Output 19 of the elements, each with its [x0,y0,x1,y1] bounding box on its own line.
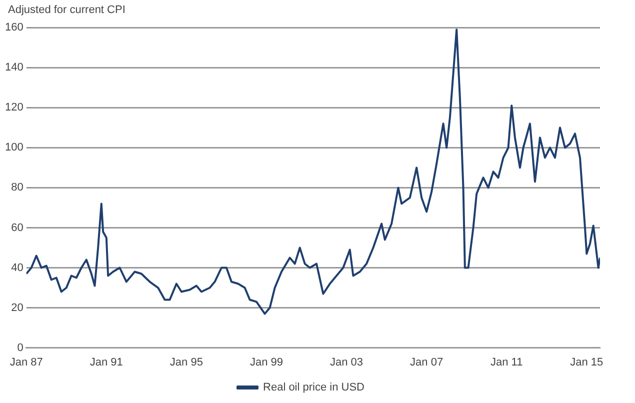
y-axis-title: Adjusted for current CPI [8,4,126,16]
y-tick-label: 40 [11,262,24,274]
x-tick-label: Jan 91 [90,356,123,368]
y-tick-label: 0 [17,342,24,354]
y-tick-label: 100 [4,142,24,154]
y-tick-label: 80 [11,182,24,194]
y-tick-label: 120 [4,102,24,114]
y-tick-label: 160 [4,22,24,34]
y-tick-label: 140 [4,62,24,74]
x-tick-label: Jan 07 [410,356,444,368]
x-tick-label: Jan 15 [570,356,604,368]
x-tick-label: Jan 87 [10,356,43,368]
x-tick-label: Jan 03 [330,356,364,368]
x-tick-label: Jan 95 [170,356,203,368]
y-tick-label: 60 [11,222,24,234]
x-tick-label: Jan 11 [490,356,523,368]
x-tick-label: Jan 99 [250,356,283,368]
y-tick-label: 20 [11,302,24,314]
legend-label: Real oil price in USD [263,382,365,394]
